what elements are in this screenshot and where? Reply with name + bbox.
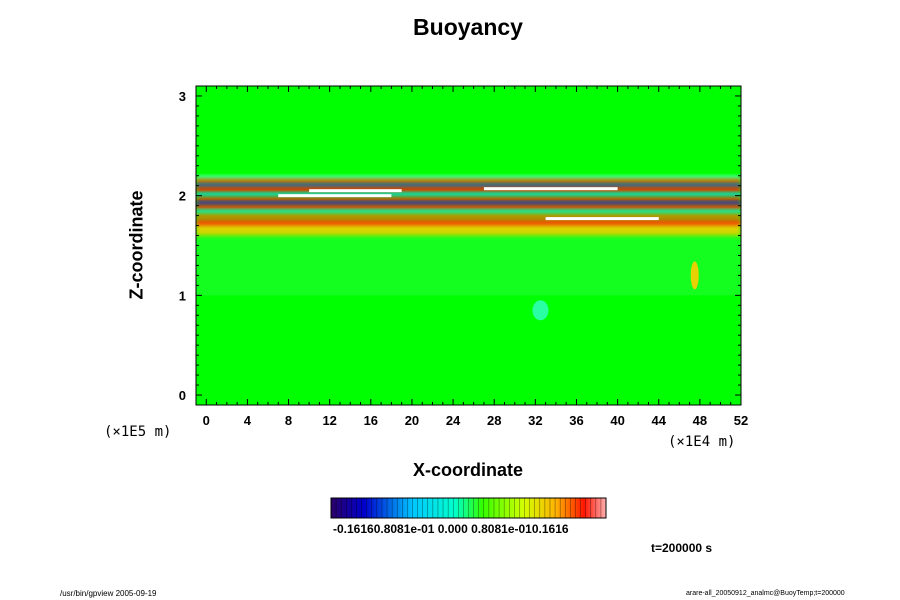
x-tick-label: 12 bbox=[322, 413, 336, 428]
colorbar-tick-labels: -0.16160.8081e-01 0.000 0.8081e-010.1616 bbox=[333, 522, 569, 536]
stripe-8 bbox=[196, 209, 741, 214]
stripe-9 bbox=[196, 214, 741, 220]
y-tick-label: 1 bbox=[179, 288, 186, 303]
cool-patch bbox=[532, 300, 549, 321]
x-axis-units: (×1E4 m) bbox=[668, 434, 736, 450]
x-tick-label: 8 bbox=[285, 413, 292, 428]
lower-layer-tint bbox=[196, 235, 741, 296]
x-tick-label: 36 bbox=[569, 413, 583, 428]
x-tick-label: 52 bbox=[734, 413, 748, 428]
x-tick-label: 0 bbox=[203, 413, 210, 428]
stripe-4 bbox=[196, 192, 741, 197]
x-tick-label: 44 bbox=[652, 413, 667, 428]
stripe-0 bbox=[196, 175, 741, 180]
x-tick-label: 40 bbox=[610, 413, 624, 428]
x-tick-label: 24 bbox=[446, 413, 461, 428]
x-tick-label: 20 bbox=[405, 413, 419, 428]
x-axis-label: X-coordinate bbox=[412, 460, 523, 480]
y-tick-label: 2 bbox=[179, 189, 186, 204]
extremum-streak-1 bbox=[278, 194, 392, 198]
y-tick-label: 0 bbox=[179, 388, 186, 403]
chart-title: Buoyancy bbox=[413, 14, 523, 40]
y-tick-label: 3 bbox=[179, 89, 186, 104]
footer-right: arare-all_20050912_analmc@BuoyTemp;t=200… bbox=[686, 590, 845, 597]
extremum-streak-3 bbox=[545, 217, 659, 221]
stripe-10 bbox=[196, 220, 741, 226]
footer-left: /usr/bin/gpview 2005-09-19 bbox=[60, 589, 157, 598]
stripe-5 bbox=[196, 197, 741, 203]
stripe-1 bbox=[196, 179, 741, 185]
stripe-6 bbox=[196, 201, 741, 206]
stripe-7 bbox=[196, 204, 741, 211]
x-tick-label: 32 bbox=[528, 413, 542, 428]
time-label: t=200000 s bbox=[651, 541, 713, 555]
x-tick-label: 4 bbox=[244, 413, 252, 428]
stripe-2 bbox=[196, 183, 741, 188]
x-tick-label: 16 bbox=[364, 413, 378, 428]
stripe-3 bbox=[196, 186, 741, 193]
extremum-streak-2 bbox=[483, 187, 618, 191]
warm-plume bbox=[690, 261, 699, 290]
extremum-streak-0 bbox=[309, 189, 402, 193]
x-tick-label: 28 bbox=[487, 413, 501, 428]
x-tick-label: 48 bbox=[693, 413, 707, 428]
y-axis-units: (×1E5 m) bbox=[104, 424, 172, 440]
